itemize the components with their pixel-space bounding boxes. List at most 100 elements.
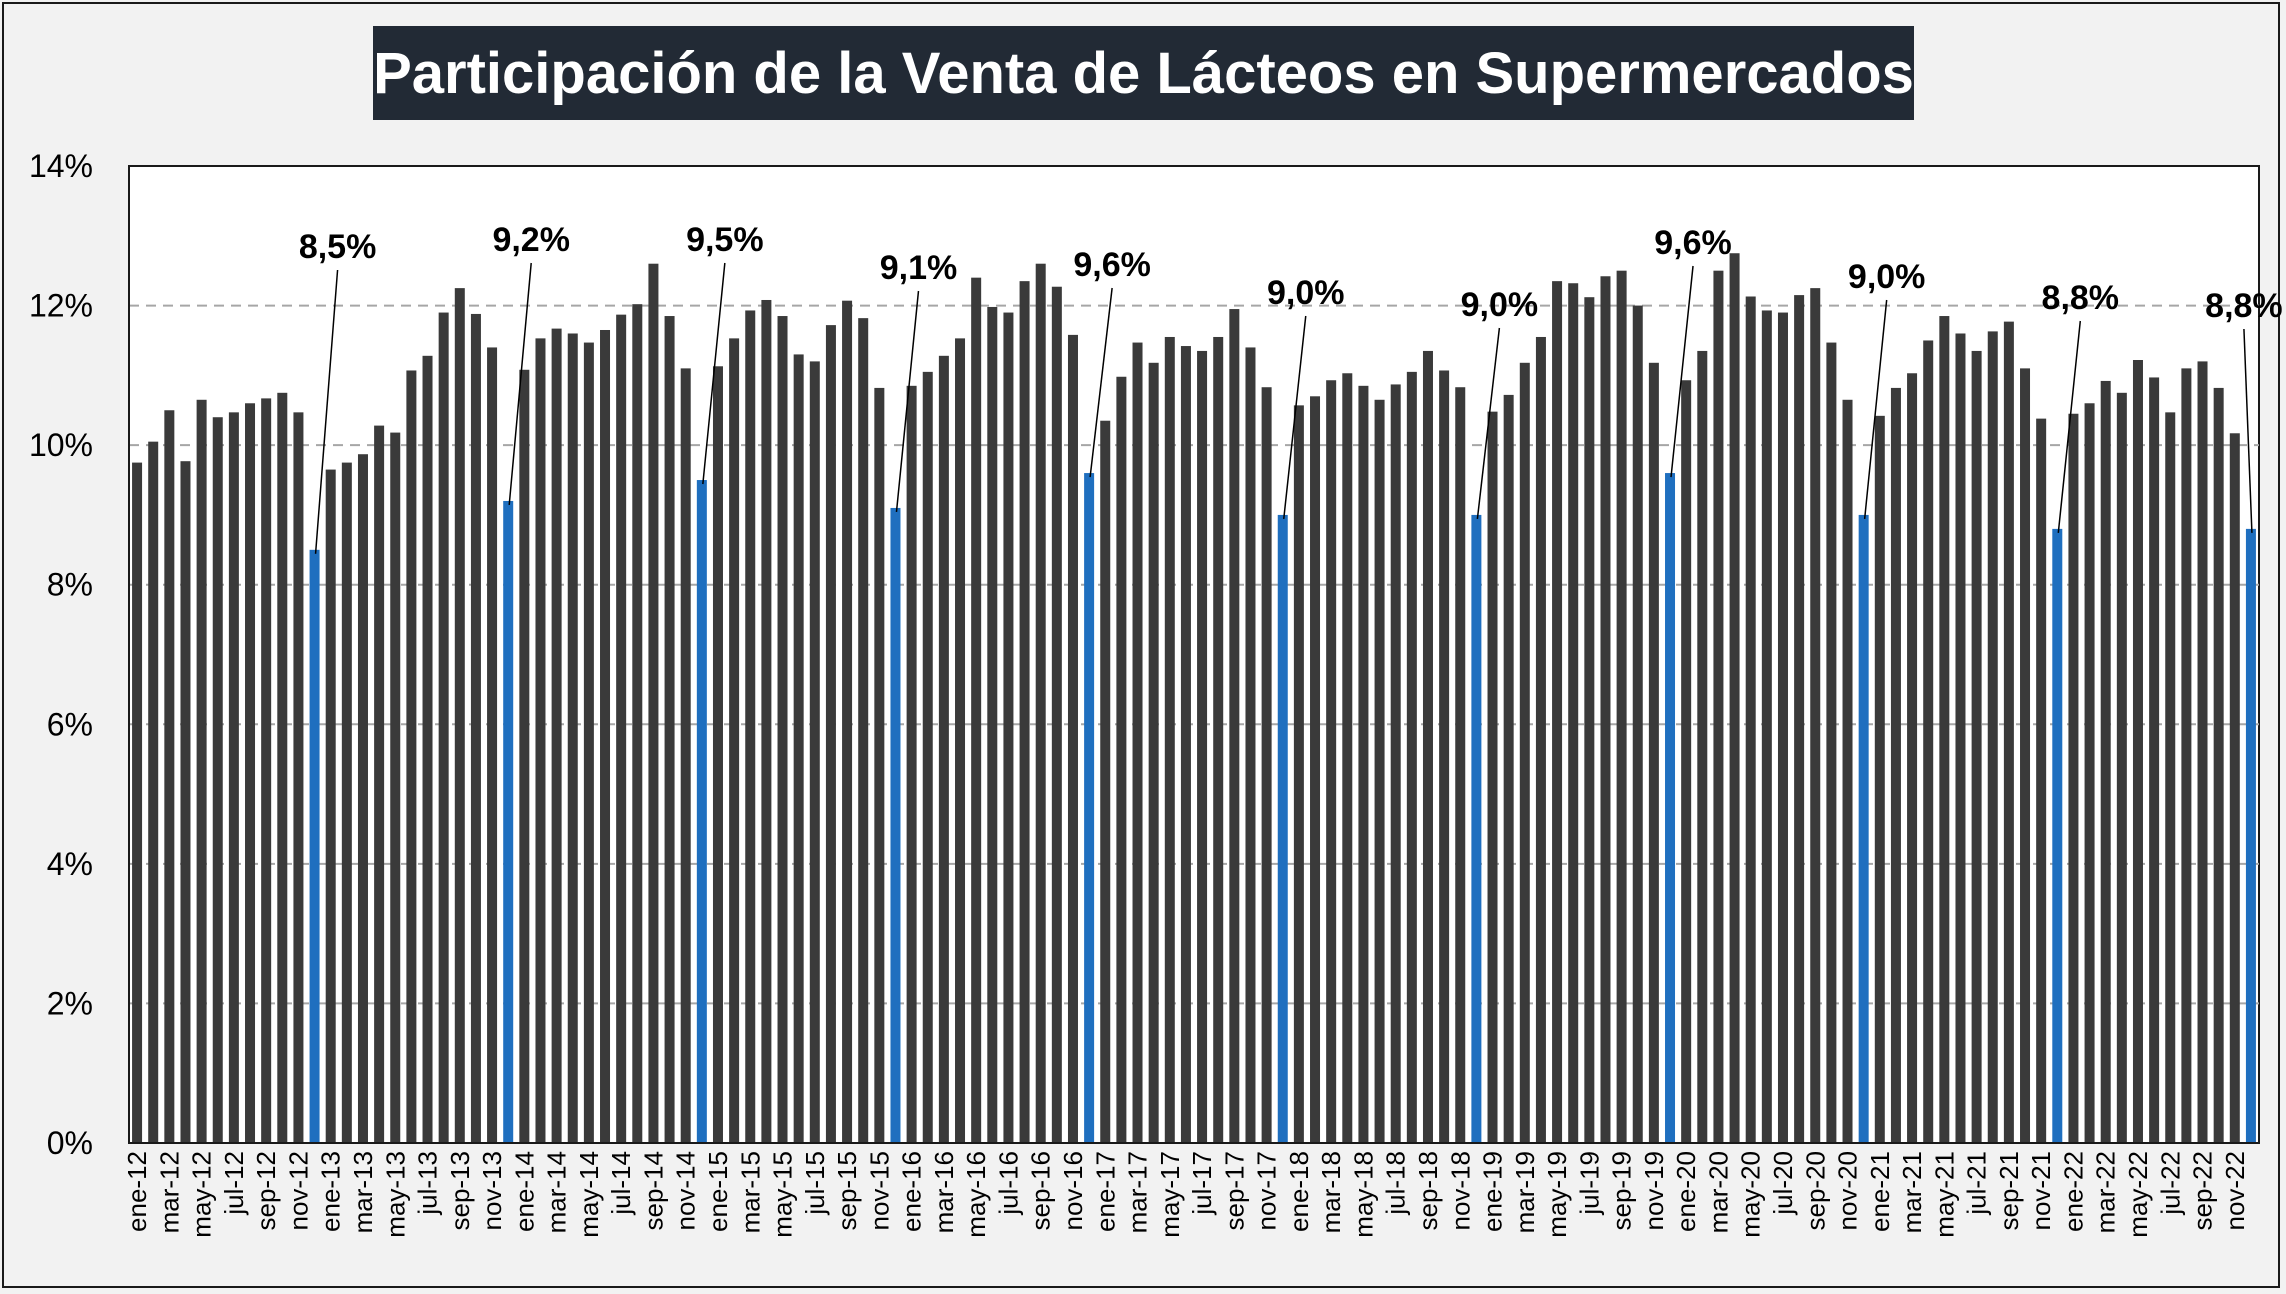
bar bbox=[2084, 403, 2095, 1143]
bar bbox=[2197, 361, 2208, 1143]
highlighted-bar bbox=[696, 480, 707, 1143]
bar bbox=[987, 306, 998, 1143]
plot-area bbox=[128, 165, 2260, 1144]
x-tick-label: nov-21 bbox=[2026, 1151, 2056, 1231]
x-tick-label: mar-13 bbox=[348, 1151, 378, 1233]
data-label-leader bbox=[1863, 299, 1888, 520]
bar bbox=[1342, 373, 1353, 1144]
bar bbox=[1455, 387, 1466, 1143]
data-label-leader bbox=[508, 262, 532, 506]
x-tick-label: may-20 bbox=[1736, 1151, 1766, 1238]
bar bbox=[1939, 316, 1950, 1143]
highlighted-bar bbox=[309, 549, 320, 1143]
bar bbox=[1213, 336, 1224, 1144]
bar bbox=[906, 385, 917, 1143]
bar bbox=[196, 399, 207, 1144]
bar bbox=[1100, 420, 1111, 1143]
bar bbox=[2036, 418, 2047, 1144]
bar bbox=[1132, 342, 1143, 1143]
x-tick-label: sep-16 bbox=[1026, 1151, 1056, 1231]
x-tick-label: mar-17 bbox=[1123, 1151, 1153, 1233]
bar bbox=[325, 469, 336, 1143]
data-label: 9,0% bbox=[1461, 286, 1539, 324]
bar bbox=[1374, 399, 1385, 1144]
bar bbox=[1794, 295, 1805, 1143]
x-tick-label: jul-19 bbox=[1574, 1151, 1604, 1216]
bar bbox=[390, 432, 401, 1143]
bar bbox=[1568, 283, 1579, 1143]
bar bbox=[955, 338, 966, 1143]
bar bbox=[1051, 286, 1062, 1144]
bar bbox=[825, 325, 836, 1143]
data-label-leader bbox=[1283, 315, 1307, 520]
highlighted-bar bbox=[503, 500, 514, 1143]
bar bbox=[148, 441, 159, 1143]
x-tick-label: may-22 bbox=[2123, 1151, 2153, 1238]
x-tick-label: sep-20 bbox=[1800, 1151, 1830, 1231]
data-label-leader bbox=[2057, 320, 2082, 533]
x-tick-label: ene-12 bbox=[122, 1151, 152, 1232]
bar bbox=[487, 347, 498, 1143]
bar bbox=[2116, 392, 2127, 1143]
x-tick-label: ene-14 bbox=[509, 1151, 539, 1232]
bar bbox=[551, 328, 562, 1143]
x-tick-label: nov-22 bbox=[2220, 1151, 2250, 1231]
bar bbox=[1535, 336, 1546, 1144]
bar bbox=[2003, 321, 2014, 1143]
x-tick-label: sep-22 bbox=[2188, 1151, 2218, 1231]
x-tick-label: nov-13 bbox=[477, 1151, 507, 1231]
bar bbox=[938, 355, 949, 1143]
x-tick-label: nov-14 bbox=[671, 1151, 701, 1231]
bar bbox=[2165, 412, 2176, 1143]
x-tick-label: may-17 bbox=[1155, 1151, 1185, 1238]
x-tick-label: nov-15 bbox=[864, 1151, 894, 1231]
x-tick-label: mar-18 bbox=[1316, 1151, 1346, 1233]
bar bbox=[2020, 368, 2031, 1144]
bar bbox=[1503, 394, 1514, 1143]
bar bbox=[777, 316, 788, 1143]
x-tick-label: ene-20 bbox=[1671, 1151, 1701, 1232]
bar bbox=[406, 370, 417, 1143]
x-tick-label: sep-14 bbox=[638, 1151, 668, 1231]
x-tick-label: nov-17 bbox=[1252, 1151, 1282, 1231]
bar bbox=[1681, 380, 1692, 1143]
bar bbox=[228, 412, 239, 1143]
bar bbox=[374, 425, 385, 1143]
highlighted-bar bbox=[1471, 514, 1482, 1143]
x-tick-label: sep-12 bbox=[251, 1151, 281, 1231]
data-label: 9,6% bbox=[1654, 224, 1732, 262]
data-label: 8,5% bbox=[299, 228, 377, 266]
x-tick-label: nov-16 bbox=[1058, 1151, 1088, 1231]
bar bbox=[1842, 399, 1853, 1144]
x-tick-label: nov-19 bbox=[1639, 1151, 1669, 1231]
x-tick-label: ene-13 bbox=[316, 1151, 346, 1232]
bar bbox=[438, 312, 449, 1143]
bar bbox=[1923, 340, 1934, 1143]
bar bbox=[583, 342, 594, 1143]
y-tick-label: 8% bbox=[47, 567, 93, 603]
data-label: 9,1% bbox=[880, 249, 958, 287]
x-tick-label: jul-15 bbox=[800, 1151, 830, 1216]
data-label: 8,8% bbox=[2205, 287, 2283, 325]
bar bbox=[2181, 368, 2192, 1144]
bar bbox=[1874, 415, 1885, 1143]
bar bbox=[1697, 350, 1708, 1143]
data-label: 9,2% bbox=[492, 221, 570, 259]
data-label-leader bbox=[314, 269, 339, 554]
bar bbox=[712, 366, 723, 1143]
bar bbox=[1648, 362, 1659, 1143]
bar bbox=[132, 462, 143, 1143]
x-tick-label: sep-21 bbox=[1994, 1151, 2024, 1231]
bar bbox=[1777, 312, 1788, 1143]
bar bbox=[454, 288, 465, 1143]
bar bbox=[729, 338, 740, 1143]
x-tick-label: may-19 bbox=[1542, 1151, 1572, 1238]
y-tick-label: 0% bbox=[47, 1125, 93, 1161]
highlighted-bar bbox=[1277, 514, 1288, 1143]
bar bbox=[567, 333, 578, 1143]
x-tick-label: may-12 bbox=[187, 1151, 217, 1238]
chart-title: Participación de la Venta de Lácteos en … bbox=[373, 40, 1914, 106]
bar bbox=[858, 318, 869, 1144]
bar bbox=[648, 263, 659, 1143]
bar bbox=[2132, 360, 2143, 1143]
